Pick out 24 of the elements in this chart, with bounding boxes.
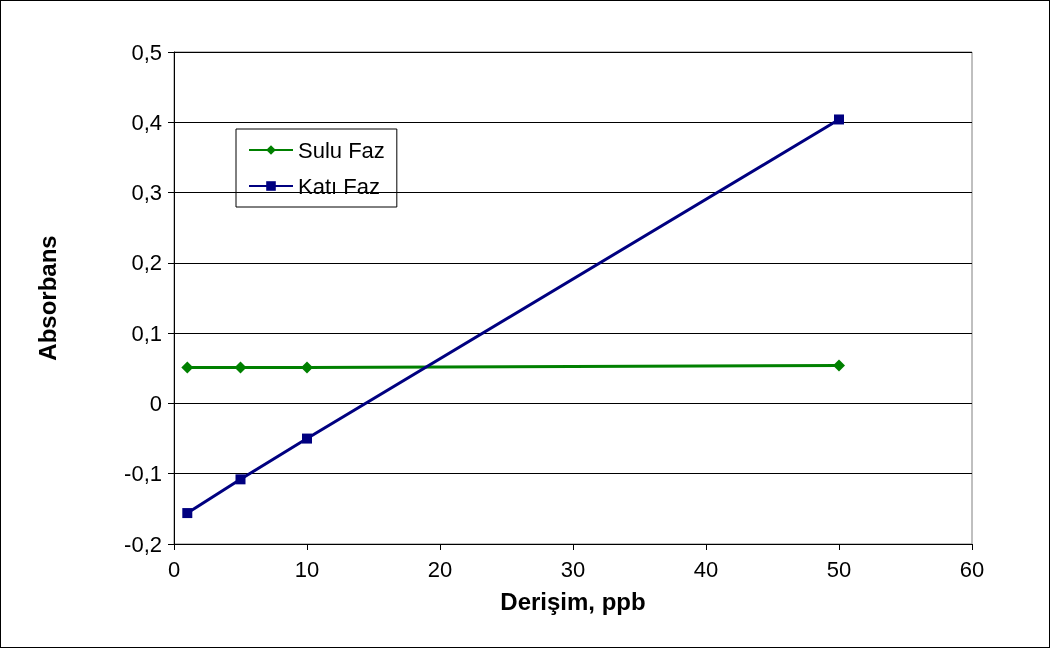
point: [834, 114, 844, 125]
y-axis-title: Absorbans: [33, 235, 61, 361]
x-tick-label: 60: [959, 556, 985, 582]
y-tick-label: 0: [149, 390, 162, 416]
y-tick-label: 0,3: [131, 180, 162, 206]
point: [235, 474, 246, 485]
point: [182, 508, 193, 519]
legend-label: Sulu Faz: [298, 137, 385, 163]
y-tick-label: 0,4: [131, 109, 162, 135]
point: [301, 361, 313, 374]
x-tick-label: 10: [294, 556, 320, 582]
x-axis-title: Derişim, ppb: [500, 587, 646, 615]
y-tick-label: -0,2: [124, 531, 162, 557]
point: [302, 433, 312, 444]
x-tick-label: 20: [427, 556, 453, 582]
y-tick-label: 0,5: [131, 39, 162, 65]
x-tick-label: 40: [693, 556, 719, 582]
point: [833, 359, 845, 372]
x-tick-label: 0: [167, 556, 181, 582]
y-tick-label: 0,1: [131, 320, 162, 346]
y-tick-label: 0,2: [131, 250, 162, 276]
x-tick-label: 30: [560, 556, 586, 582]
y-tick-label: -0,1: [124, 461, 162, 487]
x-tick-label: 50: [826, 556, 852, 582]
